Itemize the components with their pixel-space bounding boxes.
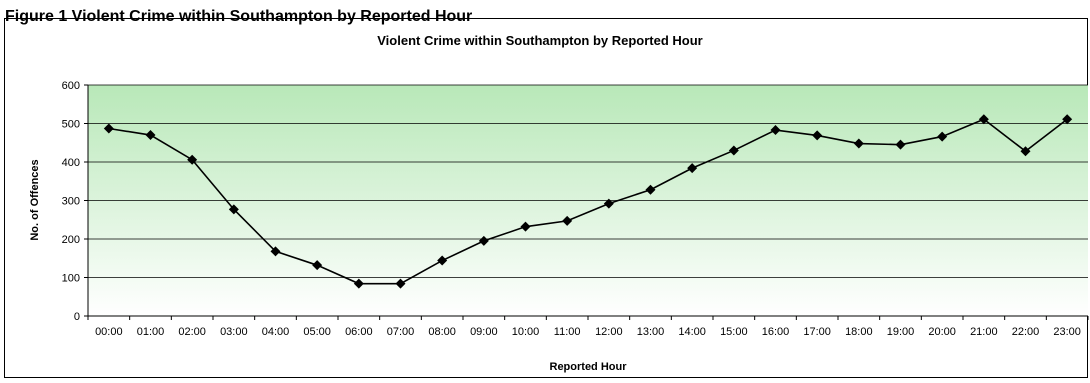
series-line	[108, 118, 1068, 285]
data-point-marker	[103, 123, 114, 134]
x-tick-label: 04:00	[262, 326, 290, 338]
data-point-marker	[687, 163, 698, 174]
data-point-marker	[770, 125, 781, 136]
data-point-marker	[562, 215, 573, 226]
y-tick-label: 0	[74, 311, 80, 323]
x-tick-label: 13:00	[637, 326, 665, 338]
y-tick-label: 500	[62, 119, 80, 131]
y-tick-label: 100	[62, 273, 80, 285]
data-point-marker	[1062, 114, 1073, 125]
y-tick-label: 600	[62, 80, 80, 92]
data-point-marker	[1020, 146, 1031, 157]
data-point-marker	[978, 114, 989, 125]
x-axis-label: Reported Hour	[550, 361, 628, 373]
data-point-marker	[520, 221, 531, 232]
x-tick-label: 05:00	[303, 326, 331, 338]
x-tick-label: 23:00	[1053, 326, 1081, 338]
x-tick-label: 20:00	[928, 326, 956, 338]
data-point-marker	[603, 198, 614, 209]
figure-caption: Figure 1 Violent Crime within Southampto…	[5, 8, 473, 25]
data-point-marker	[437, 255, 448, 266]
x-tick-label: 08:00	[428, 326, 456, 338]
data-point-marker	[645, 184, 656, 195]
data-point-marker	[312, 260, 323, 271]
data-point-marker	[937, 131, 948, 142]
series-markers	[103, 114, 1073, 289]
x-tick-label: 21:00	[970, 326, 998, 338]
x-tick-label: 11:00	[554, 326, 581, 338]
y-tick-label: 300	[62, 196, 80, 208]
y-tick-label: 200	[62, 234, 80, 246]
x-tick-label: 09:00	[470, 326, 498, 338]
data-point-marker	[478, 235, 489, 246]
data-point-marker	[187, 154, 198, 165]
x-tick-label: 14:00	[678, 326, 706, 338]
x-tick-label: 06:00	[345, 326, 373, 338]
x-tick-label: 03:00	[220, 326, 248, 338]
x-tick-label: 16:00	[762, 326, 790, 338]
data-point-marker	[145, 130, 156, 141]
x-tick-label: 19:00	[887, 326, 915, 338]
x-tick-label: 00:00	[95, 326, 123, 338]
gridlines	[88, 84, 1088, 278]
data-point-marker	[812, 130, 823, 141]
x-tick-label: 01:00	[137, 326, 165, 338]
x-tick-label: 22:00	[1012, 326, 1040, 338]
x-tick-label: 17:00	[803, 326, 831, 338]
y-axis-ticks: 0 100 200 300 400 500 600	[62, 80, 88, 323]
data-point-marker	[853, 138, 864, 149]
data-point-marker	[270, 246, 281, 257]
y-axis-label: No. of Offences	[29, 159, 41, 240]
x-tick-label: 10:00	[512, 326, 540, 338]
data-point-marker	[728, 145, 739, 156]
x-tick-label: 15:00	[720, 326, 748, 338]
data-point-marker	[228, 204, 239, 215]
x-axis-ticks: 00:00 01:00 02:00 03:00 04:00 05:00 06:00 07:00…	[87, 316, 1089, 338]
data-point-marker	[895, 139, 906, 150]
data-point-marker	[395, 278, 406, 289]
x-tick-label: 18:00	[845, 326, 873, 338]
x-tick-label: 12:00	[595, 326, 623, 338]
chart-title: Violent Crime within Southampton by Repo…	[377, 33, 703, 48]
data-point-marker	[353, 278, 364, 289]
x-tick-label: 07:00	[387, 326, 415, 338]
y-tick-label: 400	[62, 157, 80, 169]
x-tick-label: 02:00	[178, 326, 206, 338]
